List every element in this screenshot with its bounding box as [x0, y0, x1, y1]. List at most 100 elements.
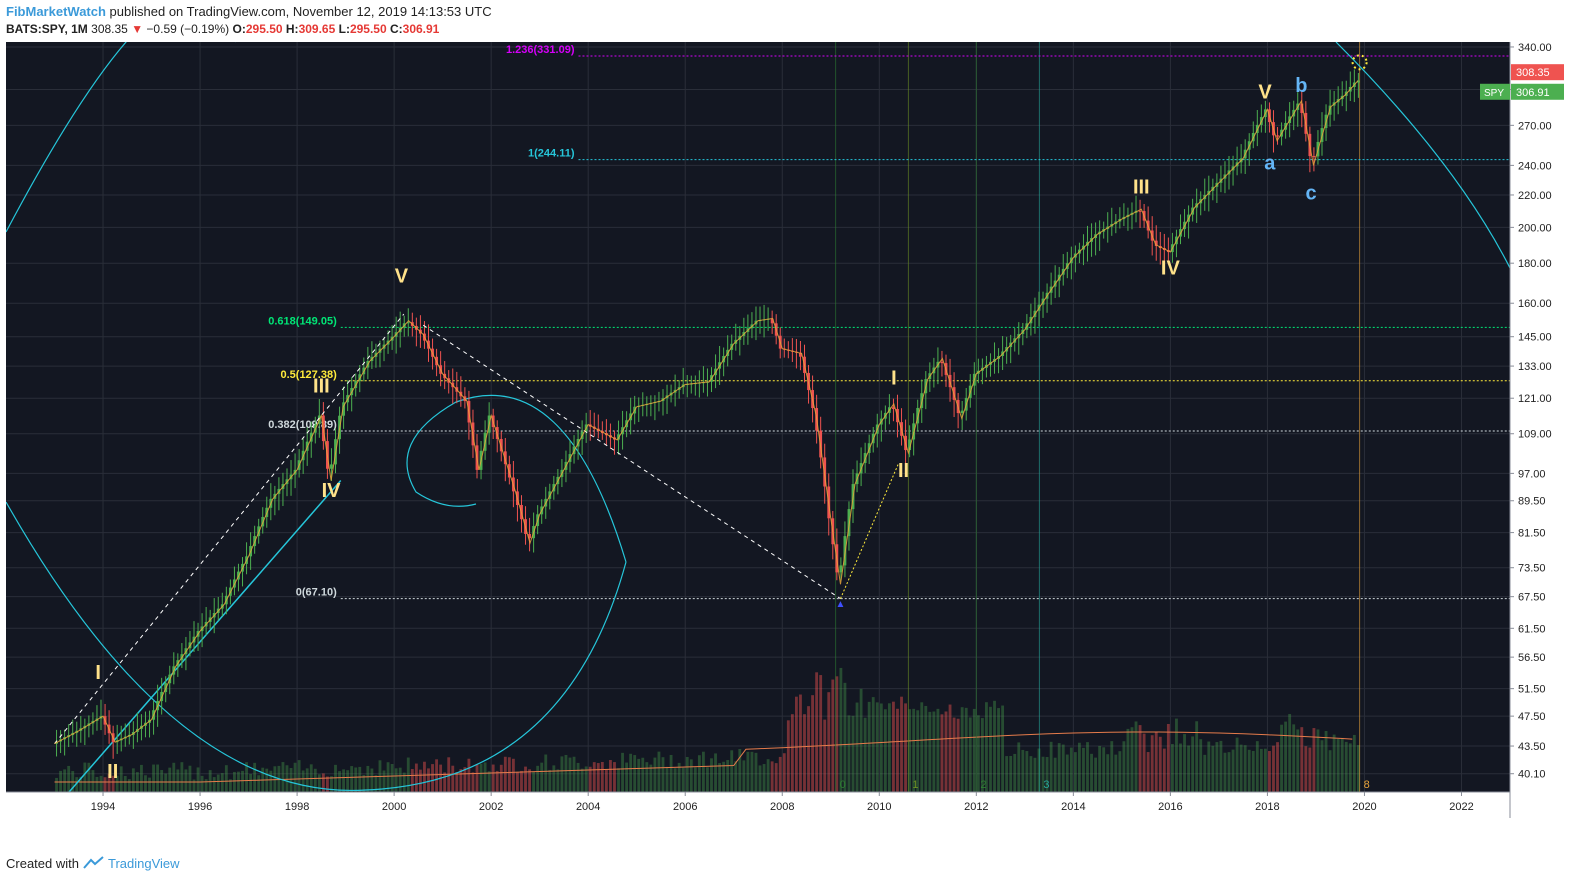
price-tick-label: 145.00	[1518, 332, 1552, 344]
volume-bar	[289, 767, 293, 792]
volume-bar	[1304, 746, 1308, 792]
low-value: 295.50	[349, 22, 387, 36]
volume-bar	[843, 682, 847, 792]
volume-bar	[1183, 734, 1186, 792]
candle-body	[1356, 80, 1360, 83]
volume-bar	[1255, 741, 1259, 792]
volume-bar	[297, 760, 301, 792]
volume-bar	[79, 776, 83, 792]
volume-bar	[851, 715, 855, 792]
volume-bar	[540, 762, 544, 792]
volume-bar	[730, 750, 734, 792]
volume-bar	[572, 756, 576, 792]
price-axis-background[interactable]	[1510, 42, 1564, 818]
volume-bar	[762, 764, 766, 792]
time-tick-label: 2020	[1352, 801, 1376, 813]
tradingview-brand[interactable]: TradingView	[108, 856, 180, 871]
volume-bar	[693, 767, 697, 792]
volume-bar	[1348, 743, 1352, 792]
low-marker-icon: ▲	[836, 599, 846, 610]
volume-bar	[507, 757, 511, 792]
volume-bar	[544, 754, 548, 792]
volume-bar	[245, 762, 248, 792]
volume-bar	[653, 757, 657, 792]
volume-bar	[677, 762, 681, 792]
volume-bar	[224, 765, 228, 792]
volume-bar	[370, 768, 374, 792]
price-tick-label: 270.00	[1518, 120, 1552, 132]
volume-bar	[119, 766, 123, 792]
time-cycle-label: 2	[980, 779, 986, 791]
volume-bar	[588, 766, 592, 792]
volume-bar	[863, 717, 867, 792]
volume-bar	[685, 757, 689, 792]
plot-area[interactable]: 0 1 2 3 8 1.236(331.09) 1(244.11) 0.618(149.05…	[6, 42, 1510, 792]
author-name[interactable]: FibMarketWatch	[6, 4, 106, 19]
time-axis[interactable]: 1994 1996 1998 2000 2002 2004 2006 2008 2010 2012…	[91, 792, 1474, 813]
volume-bar	[338, 771, 341, 792]
volume-bar	[1215, 742, 1219, 792]
price-tick-label: 40.10	[1518, 769, 1546, 781]
wave-label: V	[1258, 82, 1272, 104]
high-value: 309.65	[298, 22, 336, 36]
volume-bar	[1082, 747, 1085, 792]
volume-bar	[103, 777, 107, 792]
volume-bar	[1029, 756, 1033, 792]
volume-bar	[1332, 734, 1336, 792]
volume-bar	[192, 779, 196, 792]
volume-bar	[455, 772, 459, 792]
big-arc-bottom	[6, 501, 627, 792]
volume-bar	[1179, 743, 1182, 792]
volume-bar	[883, 709, 887, 792]
volume-bar	[600, 761, 604, 792]
volume-bar	[148, 777, 151, 792]
wave-label: I	[891, 367, 897, 389]
volume-bar	[774, 763, 778, 792]
volume-bar	[823, 719, 827, 792]
corr-label: b	[1295, 75, 1307, 97]
volume-bar	[1284, 721, 1288, 792]
wave-path	[54, 80, 1359, 745]
volume-bar	[625, 762, 629, 792]
volume-bar	[354, 767, 358, 792]
volume-bar	[410, 769, 414, 792]
candle-body	[330, 464, 333, 469]
wave-label: I	[95, 662, 101, 684]
volume-bar	[835, 676, 839, 792]
volume-bar	[334, 764, 337, 792]
volume-bar	[1106, 754, 1110, 792]
published-text: published on TradingView.com, November 1…	[109, 4, 492, 19]
price-chart[interactable]: 0 1 2 3 8 1.236(331.09) 1(244.11) 0.618(149.05…	[6, 42, 1564, 818]
volume-bar	[342, 769, 346, 792]
volume-bar	[1005, 756, 1009, 792]
candle-body	[908, 439, 912, 451]
chart-area[interactable]: 0 1 2 3 8 1.236(331.09) 1(244.11) 0.618(149.05…	[6, 42, 1564, 818]
volume-bar	[164, 773, 168, 792]
volume-bar	[827, 692, 831, 792]
series-name-text: SPY	[1484, 88, 1504, 99]
volume-bar	[123, 775, 127, 792]
volume-bar	[305, 768, 309, 792]
grid	[6, 42, 1510, 792]
volume-bar	[1207, 741, 1211, 792]
price-label-box	[1511, 83, 1564, 100]
price-tick-label: 121.00	[1518, 393, 1552, 405]
price-tick-label: 67.50	[1518, 592, 1546, 604]
volume-bar	[1239, 744, 1243, 792]
volume-bar	[1166, 723, 1170, 792]
volume-bar	[374, 775, 378, 792]
volume-bar	[1158, 736, 1162, 792]
candle-body	[503, 451, 507, 465]
volume-bar	[811, 695, 814, 792]
candle-body	[1312, 156, 1316, 158]
volume-bar	[1069, 747, 1073, 792]
volume-bar	[1251, 750, 1255, 792]
volume-bar	[657, 751, 661, 792]
time-axis-background[interactable]	[6, 792, 1510, 818]
volume-bar	[875, 702, 879, 792]
volume-bar	[1203, 754, 1207, 792]
time-tick-label: 2016	[1158, 801, 1182, 813]
volume-bar	[1110, 741, 1114, 792]
tradingview-logo-icon[interactable]	[82, 856, 105, 870]
